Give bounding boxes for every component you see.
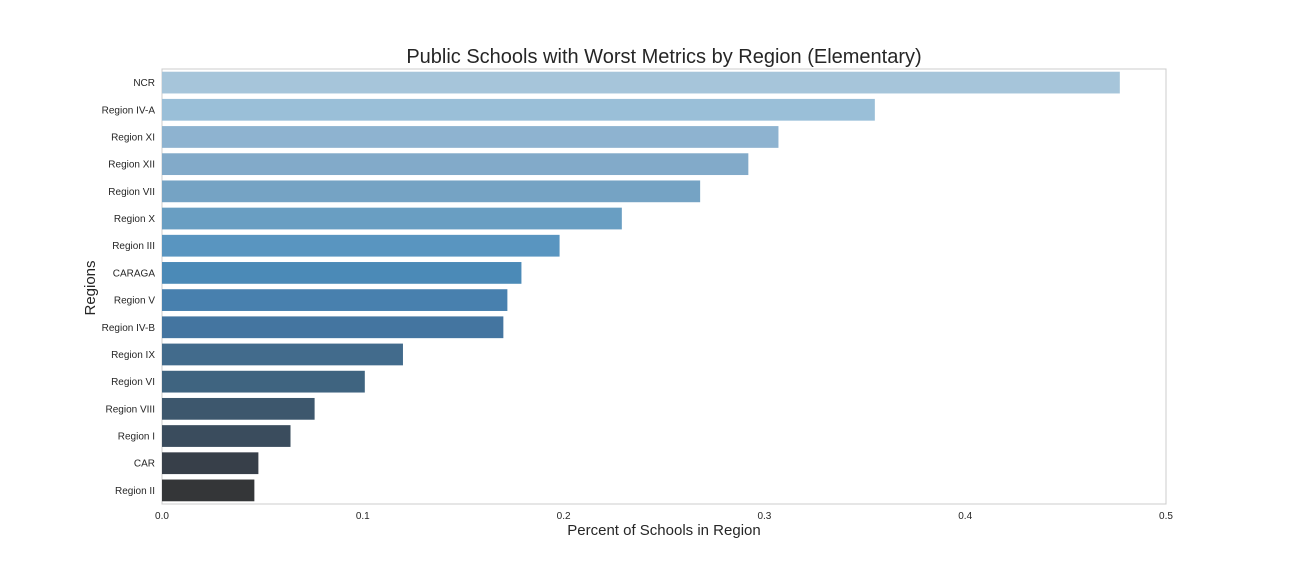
- y-tick-label: Region IV-B: [102, 323, 156, 334]
- x-axis-label: Percent of Schools in Region: [567, 522, 760, 539]
- bar: [162, 234, 560, 257]
- y-tick-label: Region X: [114, 214, 155, 225]
- y-tick-label: Region XII: [108, 160, 155, 171]
- bar: [162, 153, 749, 176]
- bar: [162, 370, 365, 393]
- x-tick-label: 0.1: [356, 511, 370, 522]
- y-tick-label: Region XI: [111, 132, 155, 143]
- bar: [162, 343, 403, 366]
- x-tick-labels: 0.0 0.1 0.2 0.3 0.4 0.5: [155, 511, 1173, 522]
- bar: [162, 126, 779, 148]
- x-tick-label: 0.4: [958, 511, 972, 522]
- x-tick-label: 0.3: [757, 511, 771, 522]
- y-tick-label: Region III: [112, 241, 155, 252]
- bar: [162, 262, 522, 284]
- bar: [162, 98, 875, 121]
- y-tick-labels: NCR Region IV-A Region XI Region XII Region …: [102, 78, 156, 497]
- plot-frame: [161, 68, 1167, 505]
- bar: [162, 425, 291, 447]
- y-axis-label: Regions: [82, 260, 99, 315]
- bar: [162, 289, 508, 311]
- bar: [162, 71, 1120, 94]
- y-tick-label: Region IX: [111, 350, 155, 361]
- x-tick-label: 0.5: [1159, 511, 1173, 522]
- y-tick-label: Region I: [118, 432, 155, 443]
- y-tick-label: Region V: [114, 296, 155, 307]
- bar: [162, 316, 504, 339]
- x-tick-label: 0.2: [557, 511, 571, 522]
- bar: [162, 479, 255, 502]
- y-tick-label: Region IV-A: [102, 105, 156, 116]
- bar: [162, 397, 315, 420]
- bar: [162, 207, 622, 230]
- chart-title: Public Schools with Worst Metrics by Reg…: [406, 46, 921, 68]
- bar: [162, 180, 701, 203]
- y-tick-label: Region VIII: [106, 404, 155, 415]
- y-tick-label: Region II: [115, 486, 155, 497]
- bars-group: [162, 71, 1120, 502]
- x-tick-label: 0.0: [155, 511, 169, 522]
- y-tick-label: CARAGA: [113, 268, 156, 279]
- y-tick-label: Region VII: [108, 187, 155, 198]
- y-tick-label: CAR: [134, 459, 155, 470]
- y-tick-label: Region VI: [111, 377, 155, 388]
- y-tick-label: NCR: [133, 78, 155, 89]
- bar: [162, 452, 259, 475]
